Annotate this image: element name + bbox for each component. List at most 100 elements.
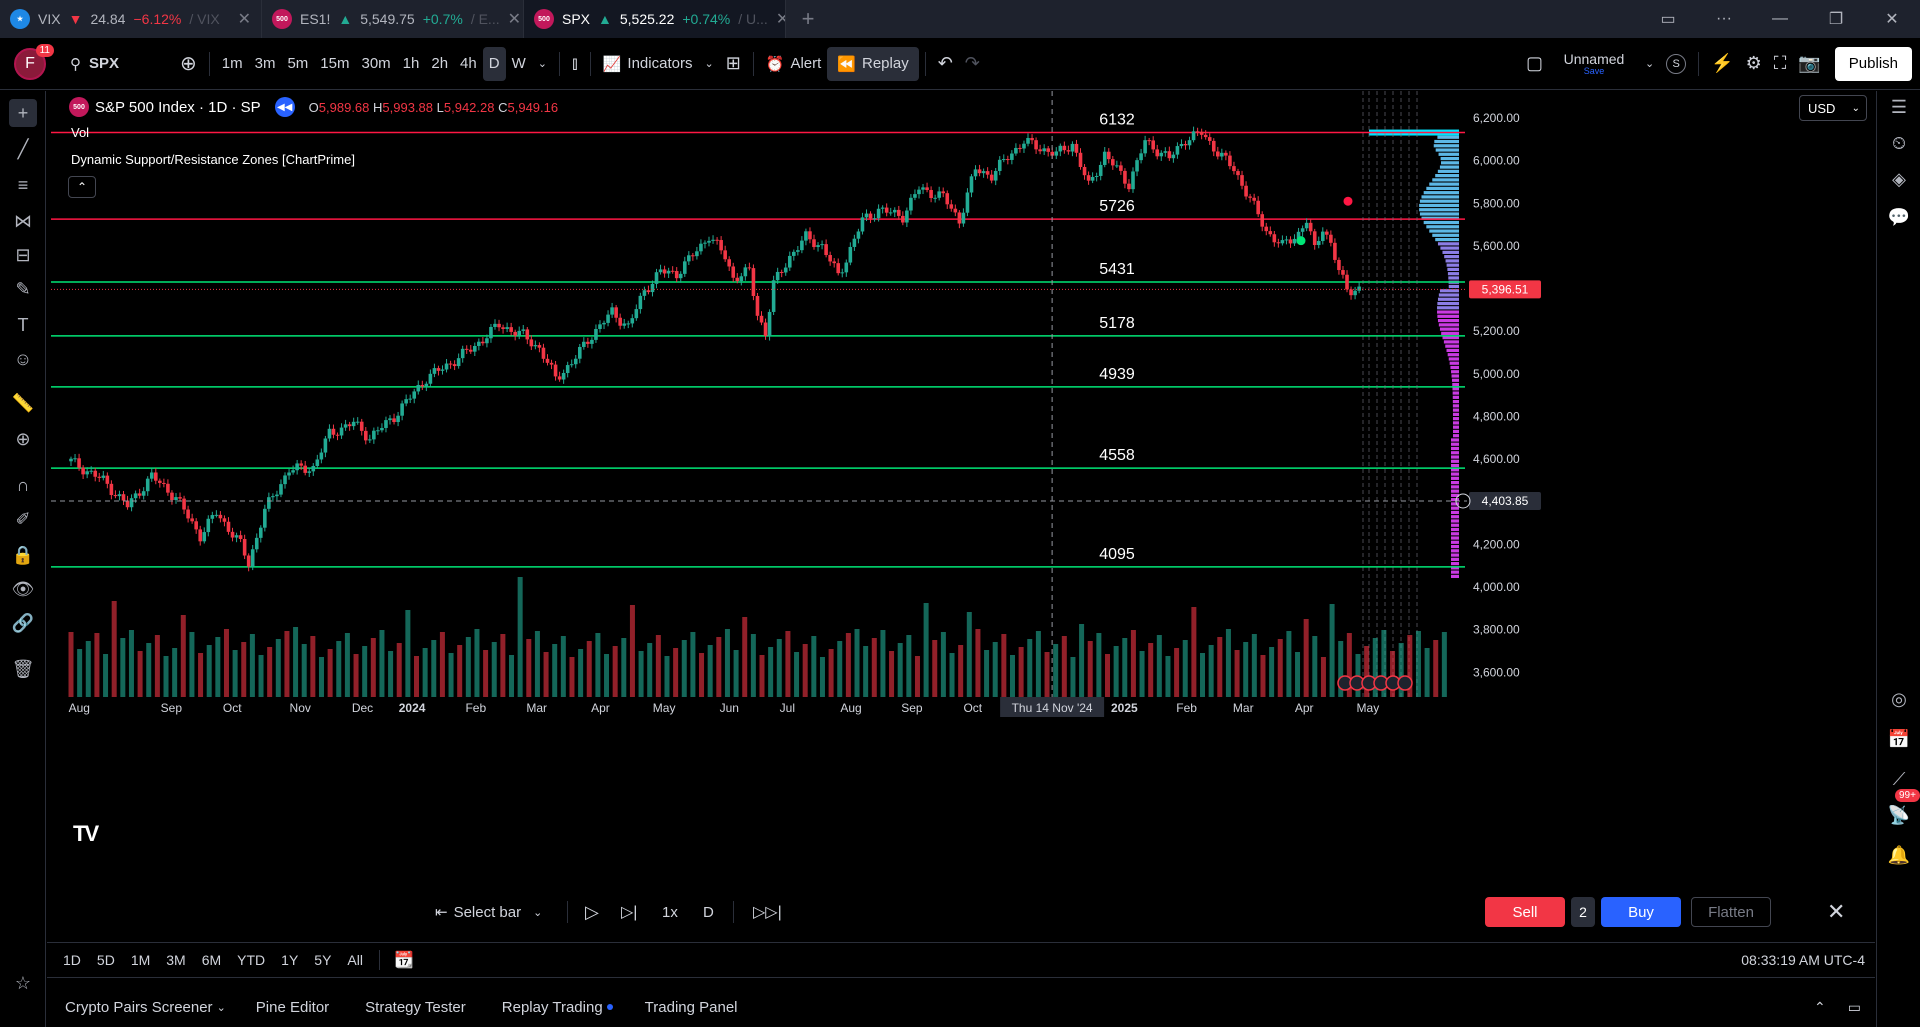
alerts-clock-icon[interactable]: ⏲ (1891, 132, 1907, 153)
chart-pane[interactable]: 6,200.006,000.005,800.005,600.005,400.00… (47, 91, 1875, 859)
layout-icon[interactable]: ▭ (1660, 11, 1676, 28)
interval-d[interactable]: D (482, 46, 506, 81)
interval-4h[interactable]: 4h (460, 55, 477, 72)
tab-strategy-tester[interactable]: Strategy Tester (365, 998, 466, 1016)
chart-canvas[interactable]: 6,200.006,000.005,800.005,600.005,400.00… (47, 91, 1875, 859)
close-tab-icon[interactable]: ✕ (507, 11, 522, 28)
layout-badge[interactable]: S (1660, 47, 1692, 81)
avatar[interactable]: F 11 (14, 43, 54, 80)
tab-replay-trading[interactable]: Replay Trading (501, 998, 603, 1016)
eye-icon[interactable]: 👁 (11, 578, 35, 599)
chevron-down-icon[interactable]: ⌄ (704, 58, 714, 70)
close-window-icon[interactable]: ✕ (1885, 11, 1899, 28)
indicator-legend[interactable]: Dynamic Support/Resistance Zones [ChartP… (71, 152, 355, 167)
layout-square-icon[interactable]: ▢ (1525, 53, 1543, 73)
clock-display[interactable]: 08:33:19 AM UTC-4 (1741, 952, 1865, 968)
chart-line-icon[interactable]: ⟋ (1892, 768, 1906, 789)
pattern-icon[interactable]: ⋈ (14, 210, 32, 231)
target-icon[interactable]: ◎ (1891, 688, 1907, 709)
interval-1h[interactable]: 1h (402, 55, 420, 72)
redo-icon[interactable]: ↷ (964, 53, 980, 73)
close-replay-icon[interactable]: ✕ (1827, 899, 1846, 924)
broadcast-icon[interactable]: 📡 (1887, 804, 1911, 825)
range-1y[interactable]: 1Y (281, 952, 299, 968)
maximize-panel-icon[interactable]: ▭ (1847, 998, 1861, 1015)
watchlist-icon[interactable]: ☰ (1890, 96, 1908, 117)
tab-trading-panel[interactable]: Trading Panel (644, 998, 738, 1016)
range-1m[interactable]: 1M (130, 952, 151, 968)
replay-button[interactable]: ⏪ Replay (827, 46, 919, 81)
restore-icon[interactable]: ❐ (1828, 11, 1844, 28)
interval-30m[interactable]: 30m (361, 55, 391, 72)
chevron-down-icon[interactable]: ⌄ (1644, 58, 1655, 70)
camera-icon[interactable]: 📷 (1798, 53, 1821, 73)
interval-5m[interactable]: 5m (287, 55, 309, 72)
replay-indicator-icon[interactable]: ◀◀ (274, 97, 295, 117)
ruler-icon[interactable]: 📏 (11, 392, 35, 413)
more-icon[interactable]: ··· (1716, 10, 1732, 27)
chevron-down-icon[interactable]: ⌄ (216, 1001, 226, 1014)
settings-icon[interactable]: ⚙ (1745, 53, 1762, 73)
tab-pine-editor[interactable]: Pine Editor (255, 998, 330, 1016)
interval-w[interactable]: W (511, 55, 526, 72)
interval-1m[interactable]: 1m (221, 55, 243, 72)
interval-2h[interactable]: 2h (431, 55, 449, 72)
step-forward-icon[interactable]: ▷| (621, 904, 638, 921)
replay-interval-button[interactable]: D (703, 903, 714, 921)
volume-legend[interactable]: Vol (71, 125, 90, 140)
tab-vix[interactable]: ★ VIX ▼ 24.84 −6.12% / VIX ✕ (0, 0, 262, 38)
layout-name-button[interactable]: Unnamed Save (1549, 47, 1639, 81)
minimize-panel-icon[interactable]: ⌃ (1814, 998, 1826, 1015)
chevron-down-icon[interactable]: ⌄ (537, 58, 547, 70)
publish-button[interactable]: Publish (1834, 46, 1912, 81)
candles-icon[interactable]: ⫾ (571, 53, 578, 73)
crosshair-icon[interactable]: + (9, 99, 37, 127)
jump-to-realtime-icon[interactable]: ▷▷| (753, 904, 782, 921)
new-tab-icon[interactable]: + (801, 6, 815, 31)
play-icon[interactable]: ▷ (585, 901, 599, 922)
brush-icon[interactable]: ✎ (15, 278, 31, 299)
fib-icon[interactable]: ≡ (17, 174, 29, 195)
star-icon[interactable]: ☆ (14, 972, 32, 993)
range-all[interactable]: All (347, 952, 363, 968)
currency-select[interactable]: USD ⌄ (1799, 95, 1867, 121)
magnet-icon[interactable]: ∩ (16, 474, 30, 495)
calendar-icon[interactable]: 📅 (1887, 728, 1911, 749)
alert-button[interactable]: ⏰ Alert (760, 47, 828, 81)
quantity-field[interactable]: 2 (1571, 897, 1595, 927)
speed-button[interactable]: 1x (662, 903, 678, 921)
minimize-icon[interactable]: — (1772, 10, 1788, 27)
collapse-legend-icon[interactable]: ⌃ (68, 176, 96, 198)
fullscreen-icon[interactable]: ⛶ (1773, 53, 1787, 73)
zoom-in-icon[interactable]: ⊕ (15, 428, 31, 449)
trash-icon[interactable]: 🗑 (11, 658, 35, 679)
range-1d[interactable]: 1D (63, 952, 81, 968)
symbol-search[interactable]: ⚲ SPX (64, 47, 174, 81)
stay-drawing-icon[interactable]: ✐ (15, 508, 31, 529)
text-icon[interactable]: T (17, 314, 29, 335)
emoji-icon[interactable]: ☺ (13, 348, 33, 369)
buy-button[interactable]: Buy (1601, 897, 1681, 927)
compare-symbol-icon[interactable]: ⊕ (180, 53, 197, 75)
range-5d[interactable]: 5D (96, 952, 115, 968)
close-tab-icon[interactable]: ✕ (237, 11, 251, 28)
trend-line-icon[interactable]: ╱ (17, 138, 29, 159)
range-ytd[interactable]: YTD (237, 952, 266, 968)
tab-spx[interactable]: 500 SPX ▲ 5,525.22 +0.74% / U... ✕ (524, 0, 786, 38)
interval-15m[interactable]: 15m (320, 55, 350, 72)
link-icon[interactable]: 🔗 (11, 612, 35, 633)
select-bar-button[interactable]: ⇤ Select bar ⌄ (435, 903, 542, 922)
layers-icon[interactable]: ◈ (1892, 168, 1906, 189)
sell-button[interactable]: Sell (1485, 897, 1565, 927)
go-to-date-icon[interactable]: 📆 (393, 952, 414, 969)
undo-icon[interactable]: ↶ (937, 53, 953, 73)
lock-icon[interactable]: 🔒 (11, 544, 35, 565)
templates-icon[interactable]: ⊞ (725, 53, 741, 73)
close-tab-icon[interactable]: ✕ (776, 9, 785, 29)
bell-icon[interactable]: 🔔 (1887, 844, 1911, 865)
flatten-button[interactable]: Flatten (1691, 897, 1771, 927)
interval-3m[interactable]: 3m (254, 55, 276, 72)
range-3m[interactable]: 3M (166, 952, 186, 968)
range-5y[interactable]: 5Y (314, 952, 332, 968)
range-6m[interactable]: 6M (201, 952, 222, 968)
